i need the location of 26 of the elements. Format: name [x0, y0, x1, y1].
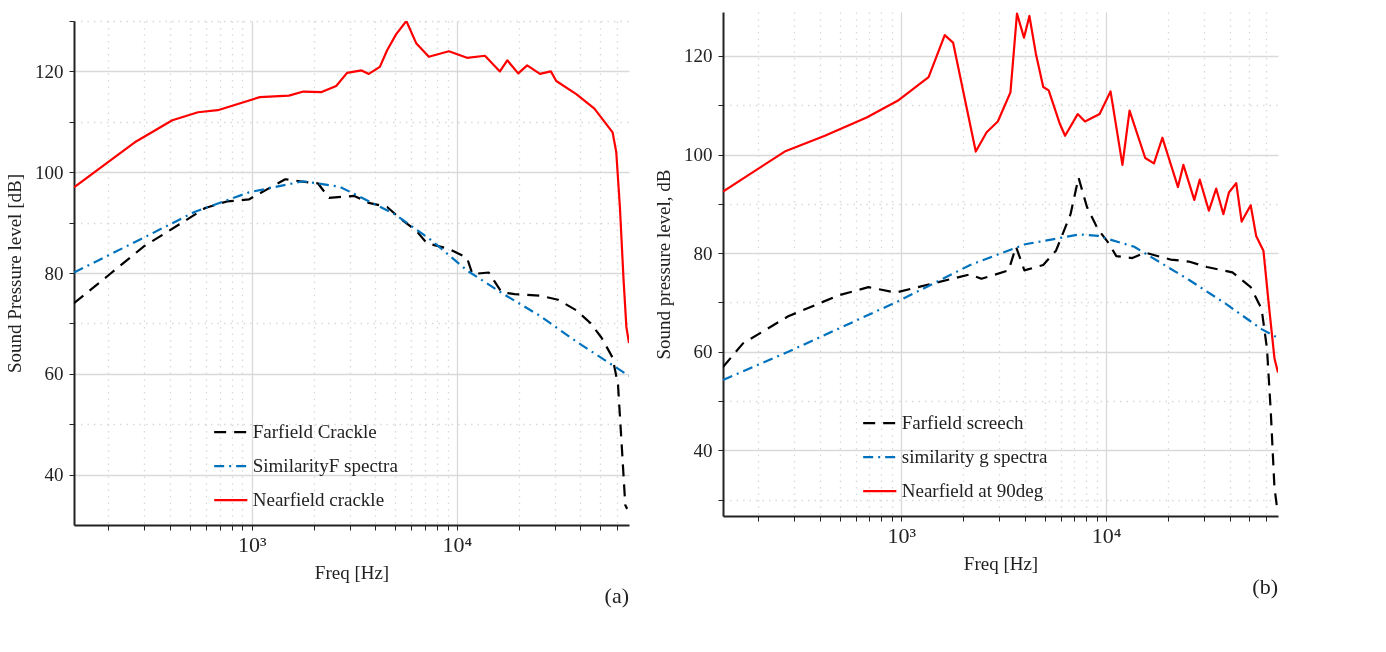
y-axis-title: Sound pressure level, dB — [653, 169, 674, 360]
y-tick-label: 120 — [35, 60, 64, 82]
legend-label: Nearfield at 90deg — [901, 480, 1044, 502]
x-tick-label: 10³ — [237, 531, 267, 557]
y-tick-label: 40 — [693, 439, 713, 461]
y-tick-label: 40 — [44, 464, 64, 486]
x-tick-label: 10⁴ — [442, 531, 473, 557]
y-axis-title: Sound Pressure level [dB] — [4, 174, 25, 373]
y-tick-label: 80 — [693, 242, 713, 264]
x-axis-title: Freq [Hz] — [963, 552, 1039, 574]
legend-label: Farfield Crackle — [252, 421, 377, 443]
legend-label: Farfield screech — [901, 412, 1025, 434]
x-tick-label: 10⁴ — [1091, 522, 1122, 548]
y-tick-label: 100 — [35, 161, 64, 183]
text: (a) — [604, 583, 629, 608]
y-tick-label: 60 — [693, 341, 713, 363]
legend-label: SimilarityF spectra — [252, 455, 399, 477]
legend-label: Nearfield crackle — [252, 489, 385, 511]
y-tick-label: 80 — [44, 262, 64, 284]
legend-label: similarity g spectra — [901, 446, 1048, 468]
y-tick-label: 100 — [684, 144, 713, 166]
x-tick-label: 10³ — [887, 522, 917, 548]
x-axis-title: Freq [Hz] — [314, 561, 390, 583]
y-tick-label: 60 — [44, 363, 64, 385]
text: (b) — [1252, 574, 1278, 599]
y-tick-label: 120 — [684, 45, 713, 67]
